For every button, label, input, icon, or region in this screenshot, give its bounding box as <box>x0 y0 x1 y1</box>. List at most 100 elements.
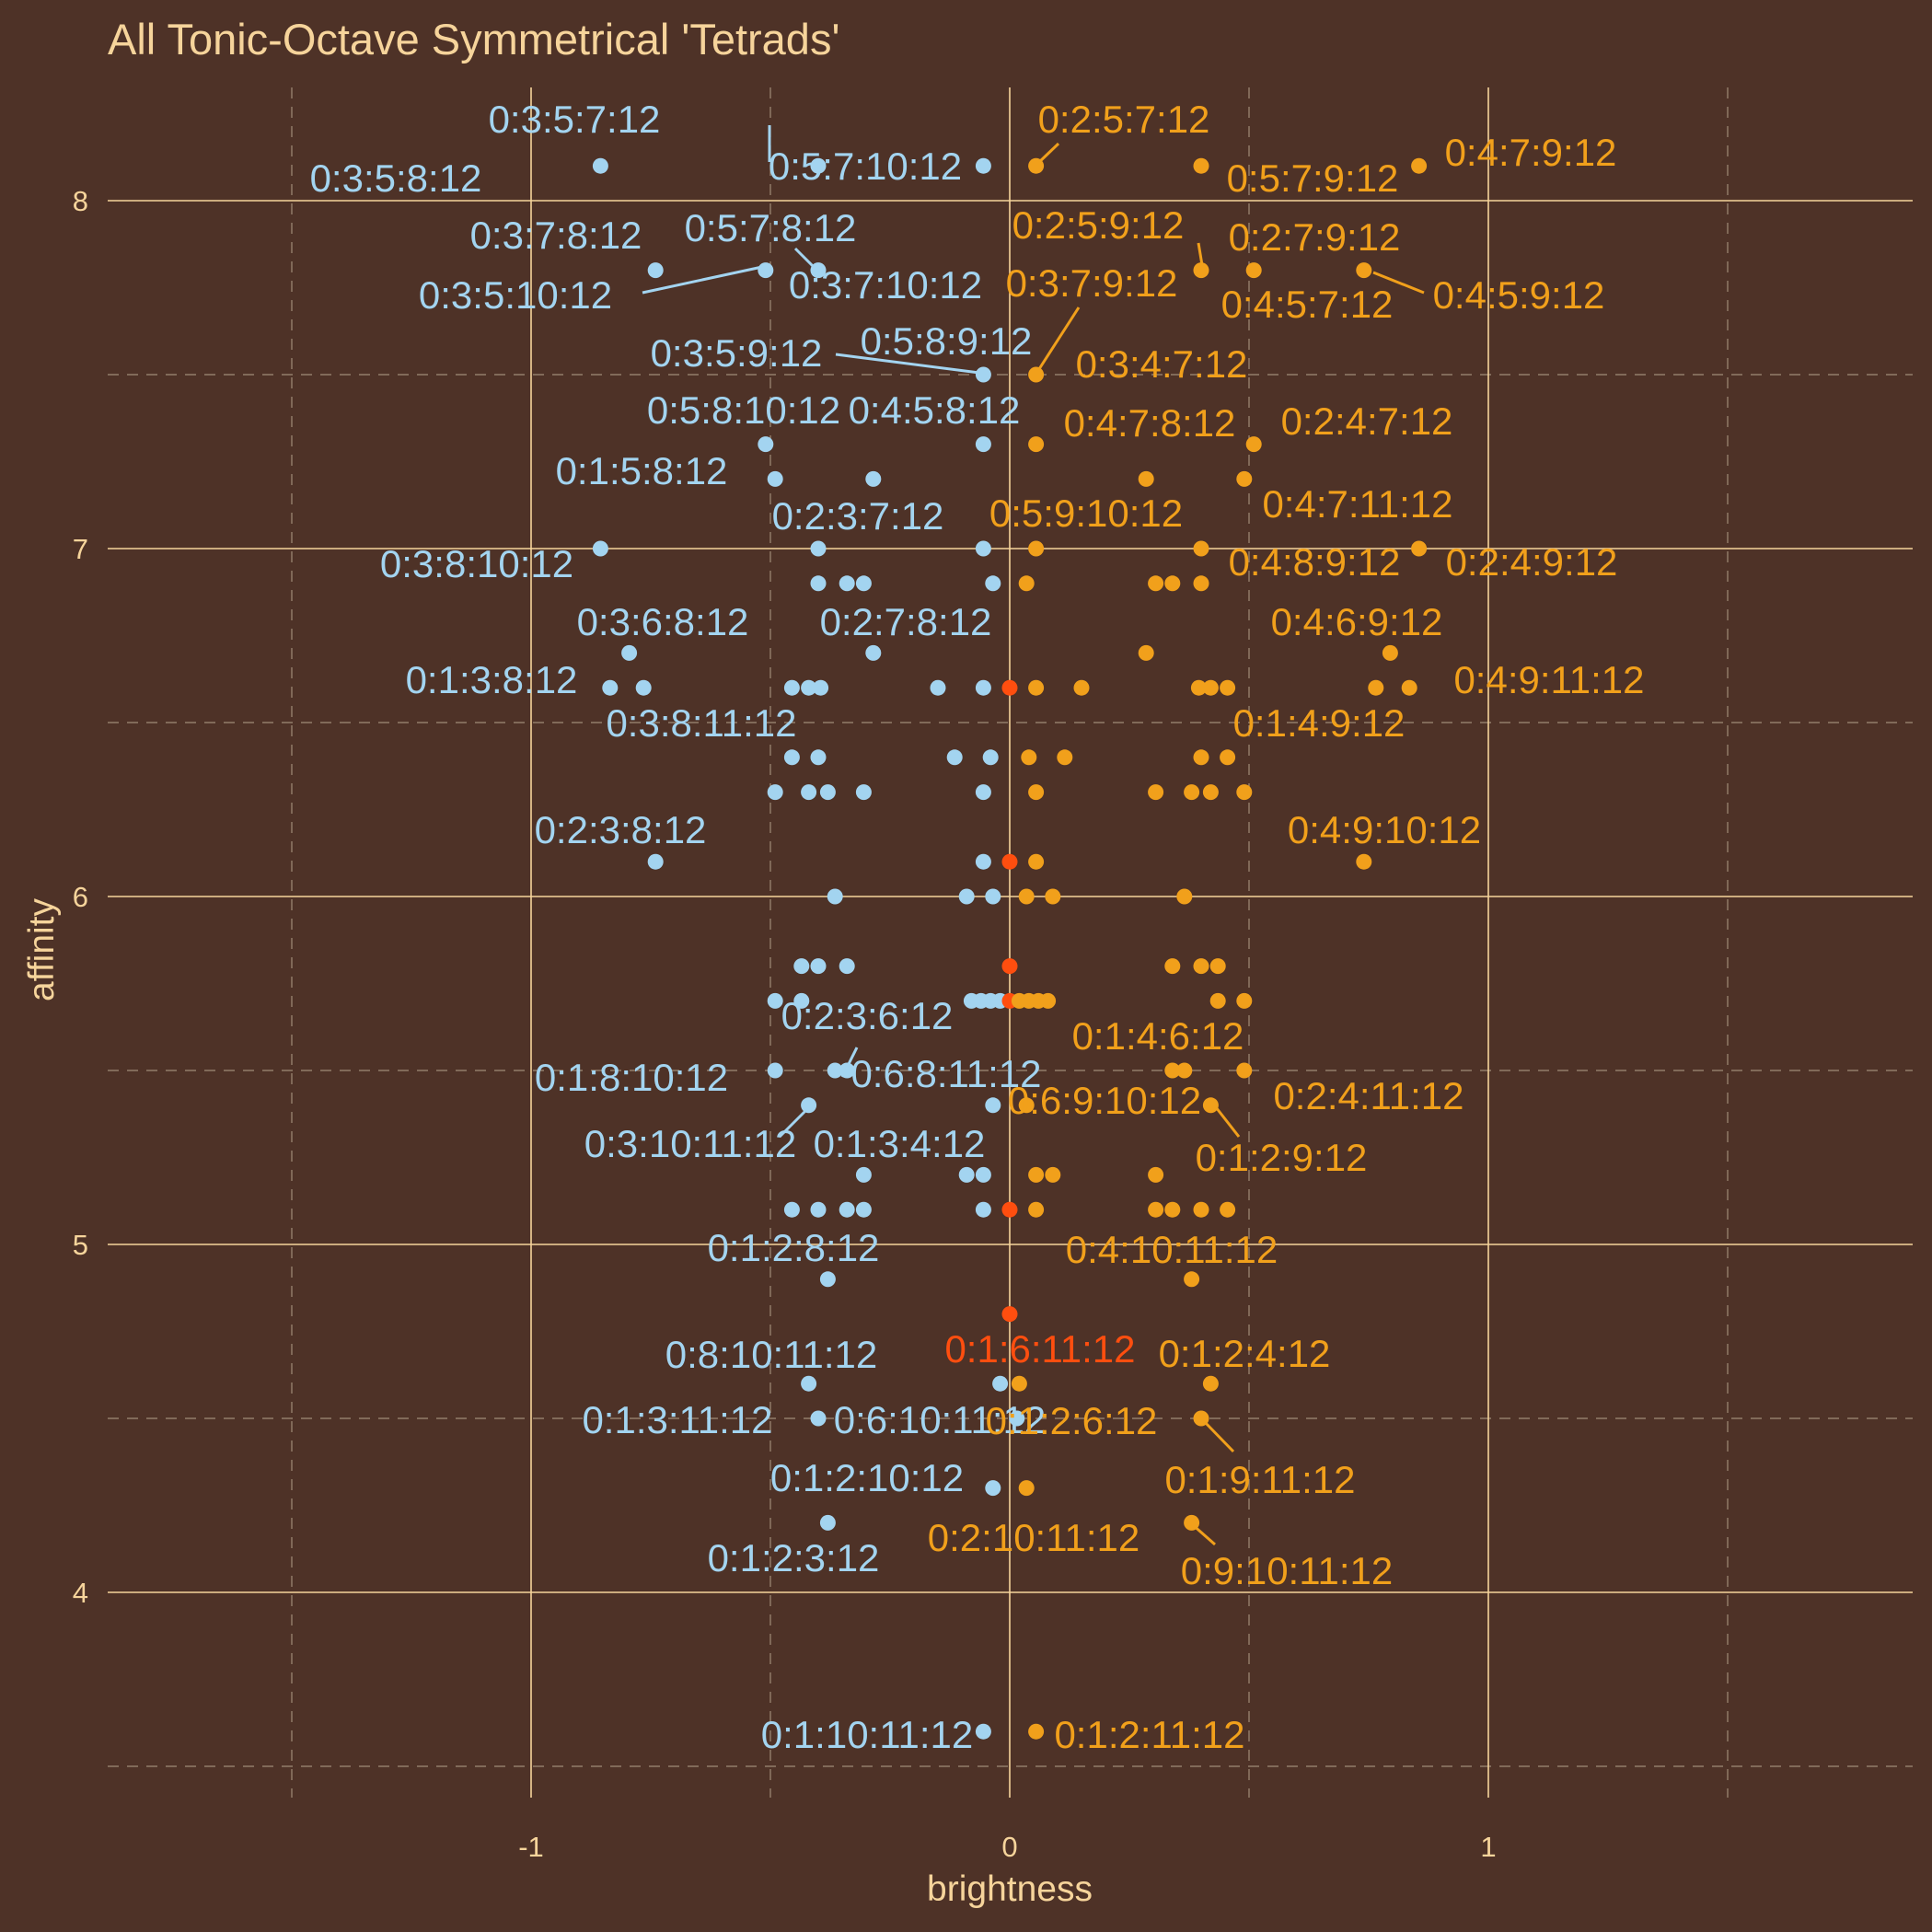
data-point <box>975 679 991 696</box>
point-labels: 0:3:5:8:120:3:5:7:12 0:5:7:10:12 0:2:5:7:1… <box>310 98 1645 1756</box>
data-point <box>985 1480 1001 1497</box>
data-point <box>1411 157 1428 174</box>
label-leader-line <box>1035 307 1081 373</box>
data-points <box>592 157 1428 1740</box>
data-point <box>767 470 783 487</box>
data-point <box>1176 888 1193 905</box>
data-point <box>827 1062 843 1079</box>
data-point <box>801 1097 817 1114</box>
point-label: 0:3:7:10:12 <box>789 263 982 307</box>
data-point <box>1184 784 1200 801</box>
data-point <box>758 436 774 453</box>
label-leader-line <box>1197 242 1204 266</box>
data-point <box>1193 540 1209 557</box>
data-point <box>635 679 652 696</box>
data-point <box>1184 1271 1200 1288</box>
x-tick-label: -1 <box>518 1831 544 1863</box>
y-tick-label: 4 <box>73 1577 88 1609</box>
point-label: 0:1:6:11:12 <box>944 1327 1135 1371</box>
point-label: 0:6:9:10:12 <box>1008 1079 1201 1122</box>
point-label: 0:2:7:8:12 <box>820 600 992 643</box>
data-point <box>1164 1201 1181 1218</box>
label-leader-line <box>778 1107 809 1139</box>
data-point <box>1073 679 1090 696</box>
data-point <box>1028 679 1045 696</box>
data-point <box>985 1097 1001 1114</box>
label-leader-line <box>1214 1106 1241 1138</box>
point-label: 0:4:9:11:12 <box>1453 658 1644 701</box>
data-point <box>1148 1166 1164 1183</box>
data-point <box>982 749 999 766</box>
data-point <box>1368 679 1384 696</box>
point-label: 0:4:5:8:12 <box>849 388 1021 432</box>
x-tick-label: 0 <box>1001 1831 1017 1863</box>
data-point <box>793 958 810 975</box>
point-label: 0:4:5:9:12 <box>1433 273 1605 317</box>
point-label: 0:5:8:10:12 <box>647 388 840 432</box>
data-point <box>958 1166 975 1183</box>
label-leader-line <box>1201 1418 1235 1453</box>
data-point <box>1209 992 1226 1009</box>
data-point <box>839 575 855 592</box>
data-point <box>1220 679 1236 696</box>
data-point <box>801 784 817 801</box>
data-point <box>621 644 638 661</box>
x-tick-label: 1 <box>1480 1831 1496 1863</box>
data-point <box>855 1201 872 1218</box>
point-label: 0:4:7:8:12 <box>1064 401 1236 445</box>
data-point <box>1021 749 1037 766</box>
point-label: 0:1:5:8:12 <box>556 449 728 492</box>
data-point <box>975 540 991 557</box>
point-label: 0:2:4:7:12 <box>1281 399 1453 443</box>
data-point <box>1164 958 1181 975</box>
point-label: 0:1:3:8:12 <box>406 658 578 701</box>
data-point <box>1236 784 1253 801</box>
data-point <box>801 679 817 696</box>
data-point <box>1193 958 1209 975</box>
data-point <box>767 1062 783 1079</box>
label-leader-line <box>835 353 980 375</box>
data-point <box>1028 436 1045 453</box>
data-point <box>1164 1062 1181 1079</box>
point-label: 0:5:7:10:12 <box>769 145 962 188</box>
data-point <box>975 1201 991 1218</box>
data-point <box>1009 1410 1025 1427</box>
y-tick-label: 8 <box>73 185 88 217</box>
y-tick-label: 6 <box>73 881 88 913</box>
point-label: 0:1:2:11:12 <box>1054 1713 1244 1756</box>
point-label: 0:3:10:11:12 <box>584 1122 796 1165</box>
data-point <box>975 366 991 383</box>
point-label: 0:2:3:7:12 <box>772 494 944 538</box>
point-label: 0:2:3:8:12 <box>535 808 707 851</box>
data-point <box>819 1271 836 1288</box>
y-axis-title: affinity <box>22 897 62 1001</box>
data-point <box>1176 1062 1193 1079</box>
point-label: 0:1:3:11:12 <box>582 1398 772 1441</box>
data-point <box>1028 157 1045 174</box>
data-point <box>647 262 664 279</box>
data-point <box>1193 157 1209 174</box>
point-label: 0:1:8:10:12 <box>535 1056 728 1099</box>
label-leader-line <box>642 265 763 295</box>
data-point <box>810 958 827 975</box>
point-label: 0:1:9:11:12 <box>1164 1458 1355 1501</box>
point-label: 0:8:10:11:12 <box>665 1333 877 1376</box>
point-label: 0:1:2:4:12 <box>1159 1332 1331 1375</box>
data-point <box>1018 1480 1035 1497</box>
point-label: 0:3:5:8:12 <box>310 156 482 200</box>
data-point <box>1202 784 1219 801</box>
data-point <box>1356 262 1372 279</box>
data-point <box>1148 1201 1164 1218</box>
data-point <box>975 853 991 870</box>
data-point <box>1040 992 1057 1009</box>
point-label: 0:1:2:8:12 <box>708 1226 880 1269</box>
data-point <box>1209 958 1226 975</box>
point-label: 0:2:4:9:12 <box>1446 540 1618 584</box>
data-point <box>1164 575 1181 592</box>
data-point <box>801 1375 817 1392</box>
data-point <box>783 679 800 696</box>
data-point <box>1001 853 1018 870</box>
point-label: 0:4:10:11:12 <box>1066 1228 1278 1271</box>
data-point <box>810 1201 827 1218</box>
data-point <box>855 575 872 592</box>
